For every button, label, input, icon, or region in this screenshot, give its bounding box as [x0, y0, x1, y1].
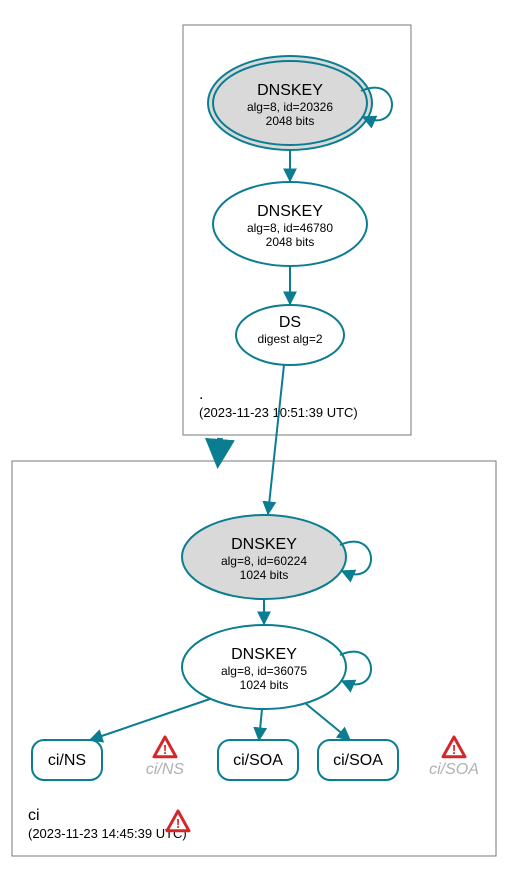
edge: [259, 709, 262, 740]
node-detail: 2048 bits: [266, 114, 315, 128]
svg-text:!: !: [163, 742, 167, 757]
node-detail: alg=8, id=36075: [221, 664, 307, 678]
zone-label: ci: [28, 807, 40, 824]
leaf-ci_soa2: ci/SOA: [318, 740, 398, 780]
edge: [305, 703, 350, 740]
leaf-label: ci/NS: [146, 761, 185, 778]
node-ds: DSdigest alg=2: [236, 305, 344, 365]
node-dnskey_ci2: DNSKEYalg=8, id=360751024 bits: [182, 625, 371, 709]
leaf-label: ci/SOA: [429, 761, 479, 778]
node-title: DNSKEY: [231, 646, 297, 663]
warning-icon: !: [154, 737, 176, 757]
warning-icon: !: [167, 811, 189, 831]
node-detail: alg=8, id=20326: [247, 100, 333, 114]
warning-icon: !: [443, 737, 465, 757]
leaf-ci_ns_g: ci/NS!: [146, 737, 185, 778]
node-detail: 2048 bits: [266, 235, 315, 249]
node-detail: alg=8, id=60224: [221, 554, 307, 568]
node-detail: digest alg=2: [257, 332, 322, 346]
leaf-label: ci/SOA: [233, 752, 283, 769]
edge: [90, 699, 210, 740]
svg-text:!: !: [452, 742, 456, 757]
node-detail: alg=8, id=46780: [247, 221, 333, 235]
leaf-ci_soa_g: ci/SOA!: [429, 737, 479, 778]
edge: [268, 365, 284, 514]
leaf-ci_soa1: ci/SOA: [218, 740, 298, 780]
zone-timestamp: (2023-11-23 14:45:39 UTC): [28, 826, 187, 841]
node-dnskey_root1: DNSKEYalg=8, id=203262048 bits: [208, 56, 392, 150]
node-title: DNSKEY: [257, 82, 323, 99]
leaf-label: ci/SOA: [333, 752, 383, 769]
leaf-label: ci/NS: [48, 752, 86, 769]
node-detail: 1024 bits: [240, 568, 289, 582]
node-title: DNSKEY: [257, 203, 323, 220]
dnssec-diagram: .(2023-11-23 10:51:39 UTC)ci(2023-11-23 …: [0, 0, 509, 869]
node-title: DNSKEY: [231, 536, 297, 553]
node-title: DS: [279, 314, 301, 331]
svg-text:!: !: [176, 816, 180, 831]
node-detail: 1024 bits: [240, 678, 289, 692]
zone-delegation-arrow: [218, 438, 220, 463]
node-dnskey_root2: DNSKEYalg=8, id=467802048 bits: [213, 182, 367, 266]
node-dnskey_ci1: DNSKEYalg=8, id=602241024 bits: [182, 515, 371, 599]
zone-label: .: [199, 386, 203, 403]
leaf-ci_ns: ci/NS: [32, 740, 102, 780]
